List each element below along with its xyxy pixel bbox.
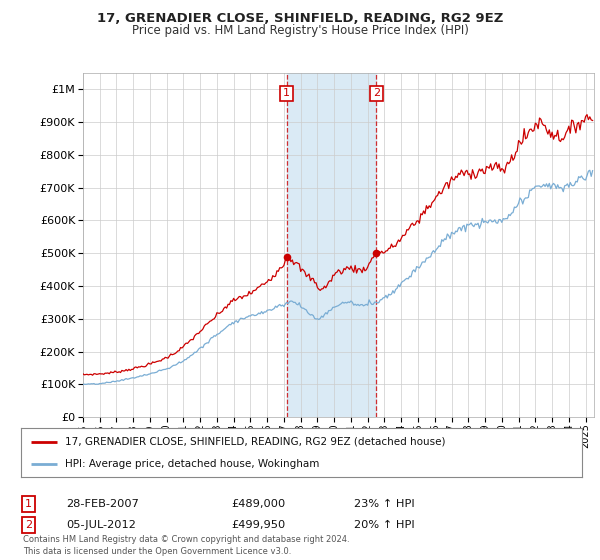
Text: 28-FEB-2007: 28-FEB-2007 [66, 499, 139, 509]
Text: 05-JUL-2012: 05-JUL-2012 [66, 520, 136, 530]
Text: Price paid vs. HM Land Registry's House Price Index (HPI): Price paid vs. HM Land Registry's House … [131, 24, 469, 37]
Text: 2: 2 [373, 88, 380, 99]
Text: £499,950: £499,950 [231, 520, 285, 530]
Text: 1: 1 [283, 88, 290, 99]
Text: HPI: Average price, detached house, Wokingham: HPI: Average price, detached house, Woki… [65, 459, 319, 469]
Text: 1: 1 [25, 499, 32, 509]
Bar [287, 73, 376, 417]
Text: 20% ↑ HPI: 20% ↑ HPI [354, 520, 415, 530]
Text: 17, GRENADIER CLOSE, SHINFIELD, READING, RG2 9EZ (detached house): 17, GRENADIER CLOSE, SHINFIELD, READING,… [65, 437, 445, 447]
Text: 2: 2 [25, 520, 32, 530]
Text: Contains HM Land Registry data © Crown copyright and database right 2024.
This d: Contains HM Land Registry data © Crown c… [23, 535, 349, 556]
Text: £489,000: £489,000 [231, 499, 285, 509]
Text: 17, GRENADIER CLOSE, SHINFIELD, READING, RG2 9EZ: 17, GRENADIER CLOSE, SHINFIELD, READING,… [97, 12, 503, 25]
Text: 23% ↑ HPI: 23% ↑ HPI [354, 499, 415, 509]
